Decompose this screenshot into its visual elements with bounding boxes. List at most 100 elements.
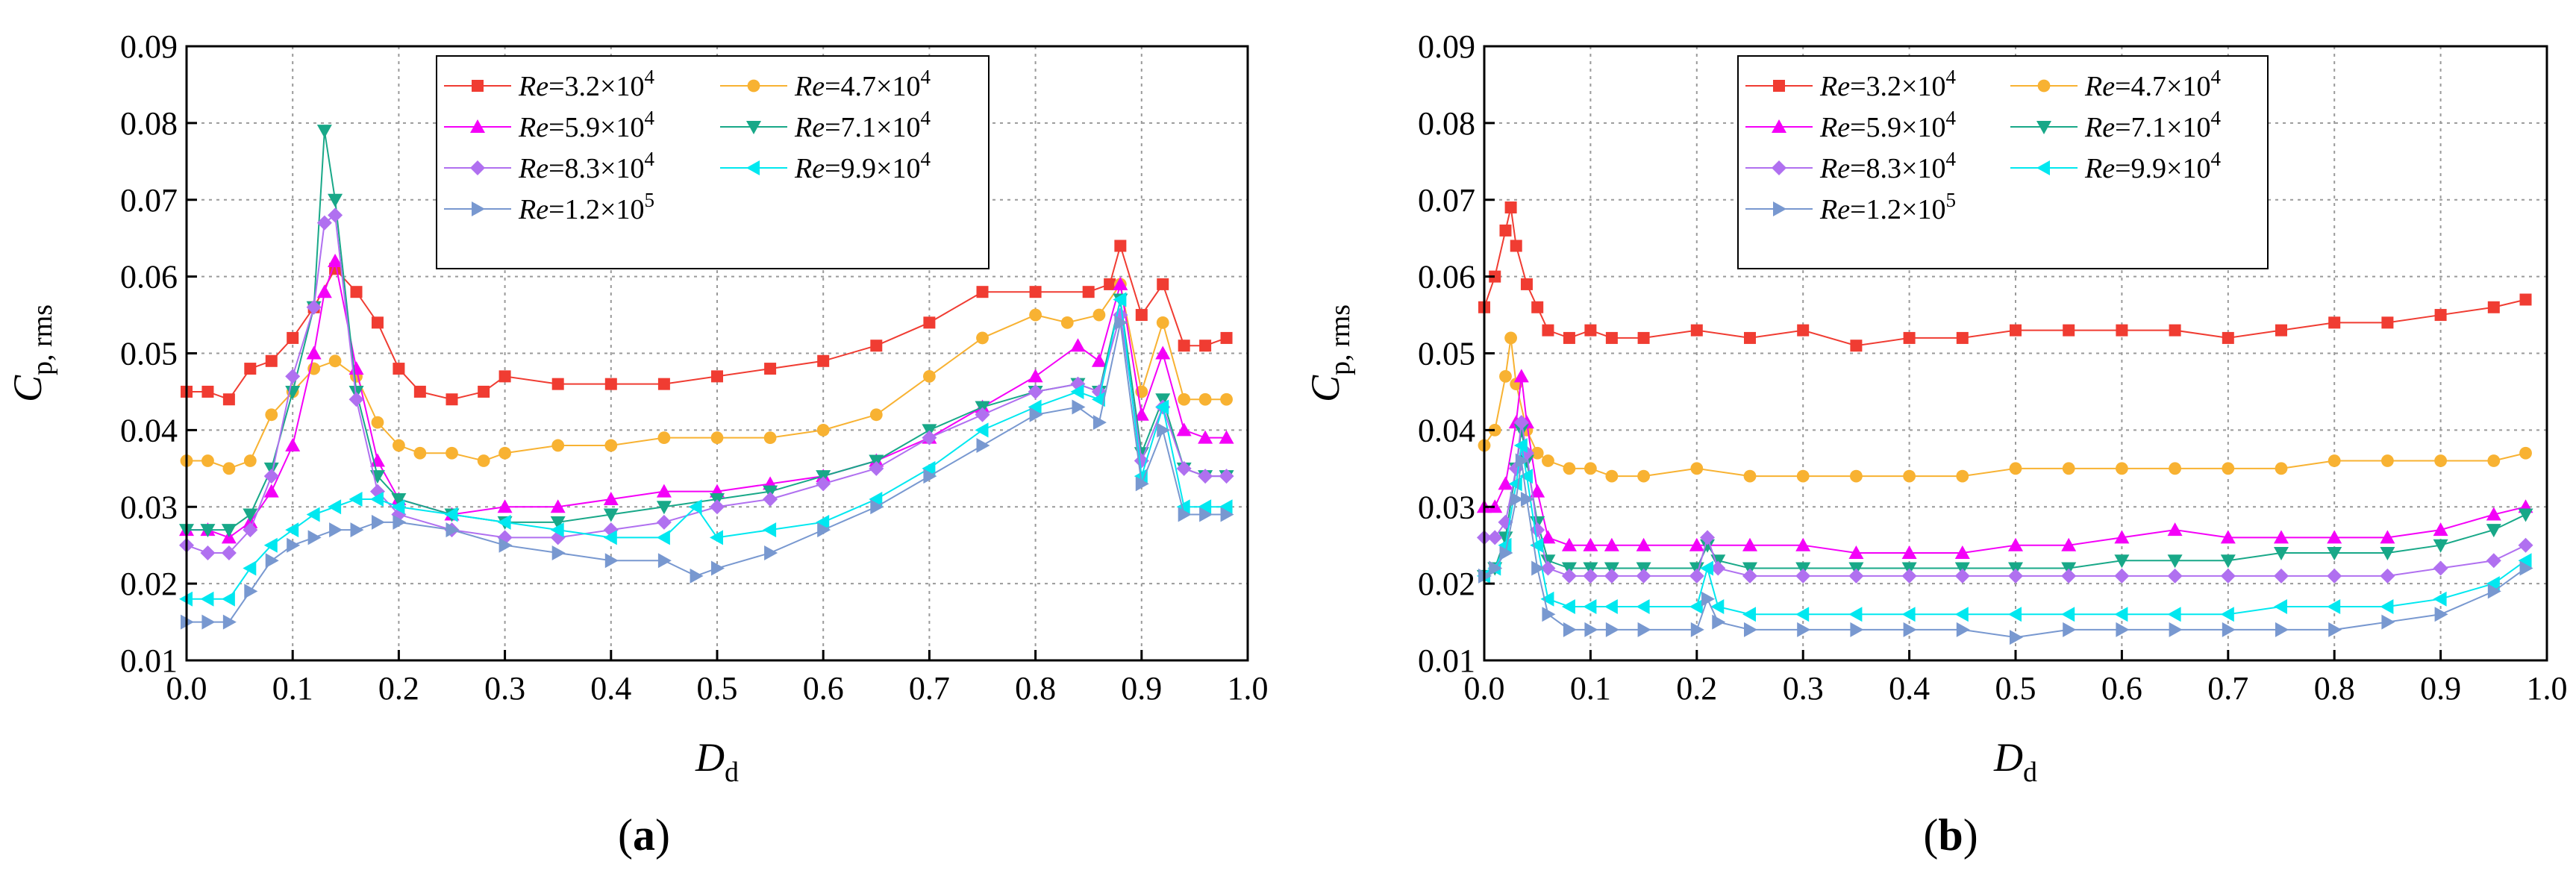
data-point [1134,407,1149,421]
data-point [1220,392,1233,406]
x-tick-label: 0.2 [1676,670,1717,707]
data-point [2061,537,2077,551]
data-point [1519,469,1533,484]
data-point [200,591,214,607]
y-tick-label: 0.03 [1418,489,1475,525]
legend-item: Re=3.2×104 [444,66,654,102]
data-point [656,530,670,545]
data-point [1513,369,1529,383]
data-point [1155,345,1171,360]
y-tick-label: 0.02 [1418,566,1475,602]
data-point [2114,530,2130,544]
data-point [1113,276,1128,290]
data-point [498,537,513,553]
data-point [922,430,937,445]
data-point [1542,324,1554,337]
y-tick-label: 0.08 [120,105,178,142]
chart-b-svg: 0.0 0.1 0.2 0.3 0.4 0.5 0.6 0.7 0.8 0.9 1.0 0.01 0.0… [1303,28,2568,788]
data-point [2327,530,2342,544]
series-line [187,258,1227,539]
data-point [348,392,364,407]
data-point [2487,584,2501,599]
y-tick-label: 0.06 [1418,259,1475,295]
data-point [446,522,460,538]
data-point [1956,622,1970,637]
legend-marker [1772,119,1786,133]
legend-item: Re=5.9×104 [444,107,654,143]
data-point [1104,278,1116,290]
data-point [328,499,342,515]
data-point [1542,454,1554,467]
legend-marker [472,80,484,92]
data-point [2433,522,2448,537]
data-point [1029,407,1043,422]
data-point [2327,568,2342,584]
data-point [1176,499,1190,515]
data-point [2008,568,2023,584]
data-point [2010,630,2023,645]
data-point [1637,331,1650,344]
chart-b-x-axis-title: Dd [1993,735,2037,788]
data-point [2009,462,2022,475]
data-point [1060,316,1074,329]
data-point [976,331,989,345]
data-point [923,316,936,329]
data-point [1091,392,1105,407]
legend-label: Re=3.2×104 [1819,66,1956,102]
data-point [243,560,257,576]
data-point [1700,539,1716,553]
y-tick-label: 0.05 [120,336,178,372]
data-point [551,378,564,390]
data-point [1903,331,1916,344]
data-point [369,484,385,499]
data-point [1689,537,1704,551]
legend-label: Re=1.2×105 [1819,189,1956,225]
y-tick-label: 0.09 [1418,28,1475,65]
x-tick-label: 0.0 [1464,670,1505,707]
data-point [2063,324,2075,337]
x-tick-label: 0.8 [2314,670,2355,707]
legend-label: Re=1.2×105 [518,189,654,225]
data-point [1604,598,1618,614]
data-point [2275,324,2287,337]
data-point [1157,278,1169,290]
data-point [2433,539,2448,553]
data-point [764,545,778,560]
data-point [2275,462,2288,475]
data-point [2519,560,2533,576]
data-point [817,354,830,367]
data-point [2519,446,2532,460]
data-point [2380,546,2395,560]
legend-marker [472,201,485,216]
data-point [2008,607,2022,622]
legend-label: Re=7.1×104 [2084,107,2221,143]
data-point [604,439,618,452]
data-point [1092,415,1107,431]
data-point [2518,508,2533,522]
legend-marker [2037,79,2051,93]
data-point [1604,537,1619,551]
data-point [243,454,257,467]
x-tick-label: 0.5 [697,670,738,707]
y-tick-label: 0.09 [120,28,178,65]
data-point [710,499,725,515]
data-point [1520,491,1534,507]
data-point [1178,507,1192,522]
data-point [498,446,511,460]
x-tick-label: 0.1 [272,670,313,707]
data-point [923,369,936,383]
legend-item: Re=4.7×104 [2010,66,2221,102]
legend-label: Re=7.1×104 [794,107,931,143]
data-point [1499,224,1512,237]
data-point [1113,292,1127,307]
data-point [1700,560,1714,576]
data-point [1114,315,1128,331]
data-point [328,354,342,368]
data-point [1690,324,1703,337]
legend-marker [746,121,761,134]
data-point [263,469,279,484]
data-point [2381,316,2394,329]
panel-label-a: (a) [618,810,670,860]
data-point [2486,576,2500,592]
data-point [221,524,237,538]
